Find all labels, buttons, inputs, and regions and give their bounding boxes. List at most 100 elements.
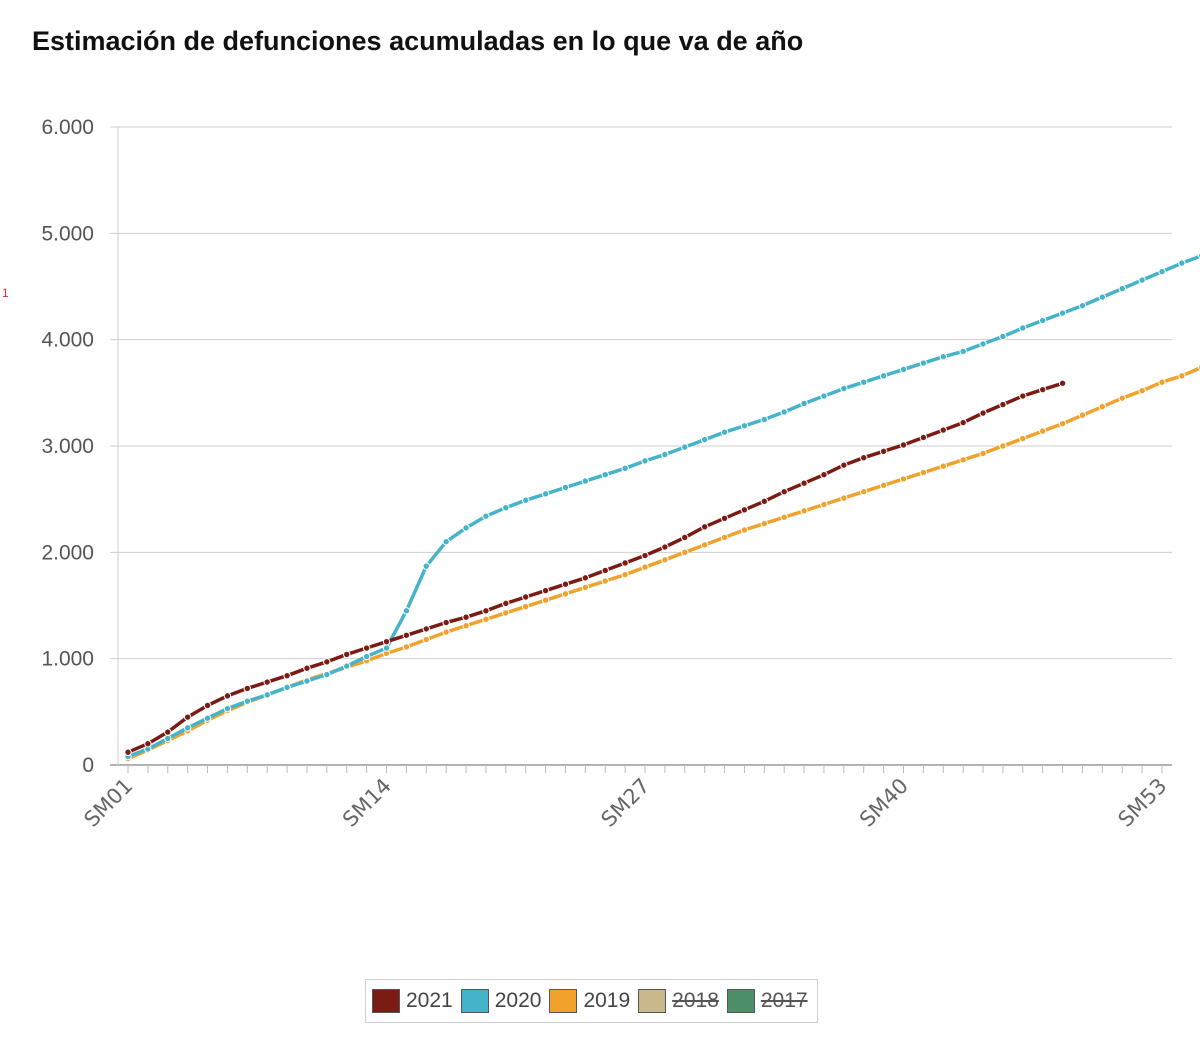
data-point-2019 (780, 513, 788, 521)
data-point-2019 (1058, 419, 1067, 428)
data-point-2019 (919, 468, 928, 477)
x-tick-label: SM14 (338, 774, 396, 832)
data-point-2020 (979, 340, 987, 348)
data-point-2020 (343, 662, 351, 670)
legend-item-2018[interactable]: 2018 (638, 989, 719, 1013)
data-point-2021 (462, 613, 470, 621)
x-tick-label: SM01 (79, 774, 137, 832)
data-point-2020 (283, 683, 291, 692)
data-point-2020 (521, 496, 530, 504)
data-point-2021 (780, 488, 788, 496)
data-point-2021 (283, 671, 291, 680)
data-point-2019 (641, 563, 649, 571)
data-point-2021 (1038, 385, 1047, 394)
data-point-2021 (740, 506, 749, 514)
data-point-2019 (621, 570, 629, 579)
data-point-2020 (681, 443, 689, 451)
data-point-2020 (402, 607, 411, 615)
data-point-2021 (999, 400, 1007, 409)
y-tick-label: 0 (82, 754, 94, 777)
data-point-2021 (621, 559, 629, 567)
data-point-2021 (164, 728, 172, 736)
data-point-2020 (382, 644, 391, 652)
data-point-2019 (999, 442, 1007, 450)
data-point-2021 (382, 637, 391, 646)
legend-item-2017[interactable]: 2017 (726, 989, 808, 1013)
legend-swatch (460, 989, 489, 1013)
data-point-2020 (1118, 284, 1126, 293)
data-point-2020 (860, 378, 868, 386)
data-point-2021 (502, 599, 510, 608)
data-point-2021 (402, 631, 411, 639)
data-point-2019 (1019, 434, 1027, 443)
data-point-2019 (442, 628, 450, 636)
data-point-2019 (561, 590, 570, 598)
data-point-2020 (442, 538, 450, 546)
data-point-2021 (820, 471, 828, 479)
data-point-2021 (919, 433, 928, 442)
data-point-2019 (422, 635, 430, 644)
y-tick-label: 4.000 (41, 329, 94, 352)
y-tick-label: 5.000 (41, 222, 94, 245)
legend-label: 2020 (494, 989, 542, 1012)
data-point-2021 (860, 453, 868, 462)
data-point-2021 (840, 461, 848, 469)
y-tick-label: 1.000 (41, 648, 94, 671)
data-point-2021 (223, 692, 232, 700)
data-point-2020 (1138, 276, 1146, 284)
legend-label: 2017 (760, 989, 808, 1012)
data-point-2020 (581, 477, 590, 485)
data-point-2021 (243, 684, 252, 693)
data-point-2020 (879, 372, 888, 380)
data-point-2021 (422, 625, 430, 633)
data-point-2020 (939, 352, 947, 361)
data-point-2020 (740, 422, 749, 430)
data-point-2019 (541, 596, 550, 604)
data-point-2019 (700, 541, 709, 549)
data-point-2019 (720, 533, 729, 542)
data-point-2020 (183, 724, 192, 732)
legend-item-2021[interactable]: 2021 (372, 989, 453, 1013)
data-point-2019 (402, 643, 411, 651)
data-point-2021 (203, 701, 212, 710)
data-point-2019 (800, 507, 808, 515)
data-point-2020 (1098, 293, 1107, 301)
data-point-2019 (879, 481, 888, 490)
data-point-2020 (780, 408, 788, 416)
data-point-2021 (760, 497, 769, 505)
legend-swatch (372, 989, 400, 1013)
side-marker: 1 (2, 286, 9, 300)
data-point-2021 (521, 593, 530, 601)
legend-label: 2021 (406, 989, 453, 1012)
data-point-2019 (760, 519, 769, 528)
legend-label: 2019 (583, 989, 631, 1012)
data-point-2020 (223, 704, 232, 713)
x-tick-label: SM40 (855, 774, 913, 832)
legend-item-2020[interactable]: 2020 (460, 989, 542, 1013)
data-point-2021 (541, 586, 550, 595)
data-point-2021 (641, 551, 649, 560)
data-point-2020 (661, 450, 669, 459)
data-point-2021 (362, 644, 371, 652)
data-point-2019 (740, 526, 749, 534)
data-point-2019 (502, 609, 510, 617)
data-point-2020 (720, 428, 729, 436)
data-point-2019 (1158, 378, 1166, 386)
data-point-2021 (183, 713, 192, 721)
x-tick-label: SM27 (596, 774, 654, 832)
data-point-2020 (1158, 267, 1166, 276)
legend-label: 2018 (672, 989, 719, 1012)
data-point-2019 (840, 494, 848, 502)
data-point-2019 (1078, 411, 1087, 419)
data-point-2020 (422, 562, 430, 570)
data-point-2021 (343, 650, 351, 659)
data-point-2020 (1038, 316, 1047, 325)
data-point-2021 (800, 479, 808, 487)
legend-item-2019[interactable]: 2019 (549, 989, 630, 1013)
data-point-2020 (959, 347, 967, 356)
y-tick-label: 2.000 (41, 541, 94, 564)
data-point-2021 (1058, 379, 1067, 387)
data-point-2019 (1118, 394, 1126, 402)
data-point-2020 (1078, 301, 1087, 310)
data-point-2021 (661, 543, 669, 551)
